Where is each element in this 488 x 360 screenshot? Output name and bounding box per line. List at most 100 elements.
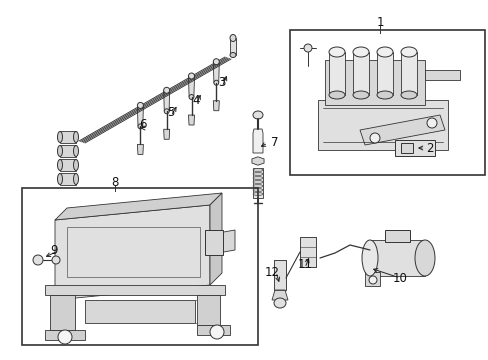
Ellipse shape (369, 133, 379, 143)
Ellipse shape (376, 91, 392, 99)
Polygon shape (252, 129, 263, 153)
Polygon shape (50, 295, 75, 330)
Ellipse shape (209, 325, 224, 339)
Ellipse shape (376, 47, 392, 57)
Ellipse shape (163, 87, 169, 93)
Polygon shape (271, 290, 287, 300)
Ellipse shape (252, 176, 263, 180)
Polygon shape (213, 62, 219, 83)
Polygon shape (137, 144, 143, 154)
Polygon shape (209, 193, 222, 285)
Polygon shape (424, 70, 459, 80)
Ellipse shape (252, 180, 263, 184)
Polygon shape (163, 129, 169, 139)
Text: 11: 11 (297, 258, 312, 271)
Ellipse shape (361, 240, 377, 276)
Ellipse shape (58, 174, 62, 184)
Polygon shape (60, 159, 76, 171)
Ellipse shape (73, 131, 79, 143)
Polygon shape (45, 330, 85, 340)
Ellipse shape (229, 35, 236, 41)
Bar (204, 230, 223, 255)
Ellipse shape (252, 172, 263, 175)
Polygon shape (252, 168, 263, 198)
Ellipse shape (252, 111, 263, 119)
Ellipse shape (58, 145, 62, 157)
Polygon shape (359, 115, 444, 145)
Ellipse shape (58, 131, 62, 143)
Ellipse shape (273, 298, 285, 308)
Polygon shape (60, 131, 76, 143)
Polygon shape (60, 145, 76, 157)
Text: 6: 6 (139, 117, 146, 130)
Polygon shape (251, 157, 264, 165)
Ellipse shape (328, 47, 345, 57)
Text: 3: 3 (218, 76, 225, 89)
Bar (67, 227, 200, 277)
Ellipse shape (426, 118, 436, 128)
Ellipse shape (328, 91, 345, 99)
Text: 12: 12 (264, 266, 279, 279)
Polygon shape (325, 60, 424, 105)
Ellipse shape (164, 109, 169, 114)
Polygon shape (188, 115, 194, 125)
Bar (22, 188, 258, 345)
Ellipse shape (213, 59, 219, 65)
Text: 4: 4 (192, 94, 199, 107)
Bar (289, 30, 484, 175)
Ellipse shape (58, 330, 72, 344)
Bar (273, 260, 285, 290)
Polygon shape (364, 272, 379, 286)
Polygon shape (197, 295, 220, 325)
Ellipse shape (368, 276, 376, 284)
Text: 10: 10 (392, 271, 407, 284)
Polygon shape (45, 285, 224, 295)
Ellipse shape (400, 47, 416, 57)
Polygon shape (369, 240, 424, 276)
Ellipse shape (400, 91, 416, 99)
Polygon shape (188, 76, 194, 97)
Ellipse shape (188, 73, 194, 79)
Text: 2: 2 (426, 141, 433, 154)
Ellipse shape (304, 44, 311, 52)
Polygon shape (328, 52, 345, 95)
Bar (85, 300, 197, 323)
Ellipse shape (73, 174, 79, 184)
Polygon shape (352, 52, 368, 95)
Ellipse shape (73, 145, 79, 157)
Bar (299, 237, 315, 267)
Ellipse shape (414, 240, 434, 276)
Ellipse shape (213, 80, 218, 85)
Ellipse shape (252, 184, 263, 188)
Ellipse shape (52, 256, 60, 264)
Text: 7: 7 (271, 136, 278, 149)
Polygon shape (299, 237, 315, 267)
Text: 5: 5 (167, 105, 174, 118)
Ellipse shape (252, 189, 263, 192)
Polygon shape (376, 52, 392, 95)
Ellipse shape (252, 168, 263, 171)
Polygon shape (400, 52, 416, 95)
Polygon shape (218, 230, 235, 253)
Bar (394, 140, 434, 156)
Polygon shape (229, 38, 236, 55)
Ellipse shape (189, 94, 194, 99)
Polygon shape (387, 230, 406, 240)
Ellipse shape (138, 124, 142, 129)
Ellipse shape (58, 159, 62, 171)
Polygon shape (163, 90, 169, 111)
Polygon shape (213, 101, 219, 111)
Text: 1: 1 (375, 15, 383, 28)
Polygon shape (85, 300, 195, 323)
Ellipse shape (352, 91, 368, 99)
Polygon shape (60, 173, 76, 185)
Ellipse shape (252, 193, 263, 195)
Bar (400, 143, 412, 153)
Polygon shape (197, 325, 229, 335)
Text: 9: 9 (50, 244, 58, 257)
Text: 8: 8 (111, 176, 119, 189)
Bar (384, 230, 409, 242)
Ellipse shape (352, 47, 368, 57)
Polygon shape (317, 100, 447, 150)
Polygon shape (137, 105, 143, 126)
